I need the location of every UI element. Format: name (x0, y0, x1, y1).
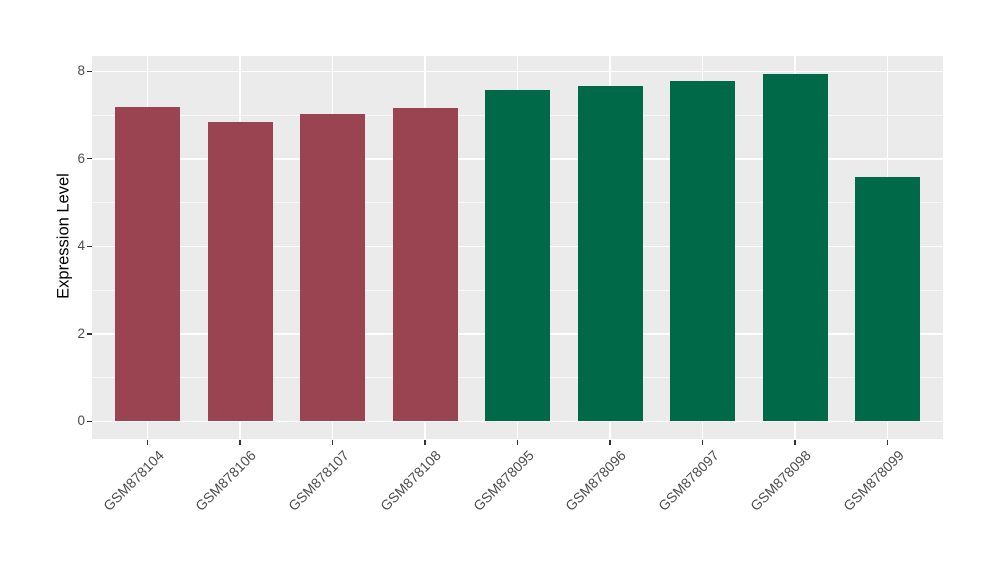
x-tick-mark (701, 440, 704, 445)
x-tick-label: GSM878099 (839, 447, 907, 514)
plot-panel (92, 56, 943, 439)
x-tick-mark (331, 440, 334, 445)
x-tick-mark (424, 440, 426, 445)
bar-GSM878095 (485, 90, 550, 422)
y-tick-label: 6 (77, 150, 85, 166)
bar-GSM878108 (392, 108, 458, 422)
bar-GSM878097 (670, 81, 735, 422)
x-tick-label: GSM878097 (654, 447, 722, 514)
x-tick-mark (609, 440, 611, 445)
bar-GSM878098 (762, 73, 828, 422)
bar-GSM878106 (207, 121, 273, 422)
bar-GSM878107 (300, 114, 365, 422)
x-tick-label: GSM878107 (284, 447, 352, 514)
x-tick-mark (516, 440, 519, 445)
x-tick-label: GSM878106 (192, 447, 260, 514)
bar-GSM878096 (577, 85, 643, 422)
y-tick-label: 4 (77, 238, 85, 254)
bar-GSM878099 (855, 176, 920, 422)
y-axis-title: Expression Level (54, 172, 73, 299)
x-tick-mark (886, 440, 889, 445)
x-tick-mark (794, 440, 796, 445)
y-tick-label: 2 (77, 325, 85, 341)
x-tick-label: GSM878098 (747, 447, 815, 514)
y-tick-label: 8 (77, 63, 85, 79)
y-tick-mark (86, 333, 92, 335)
x-tick-mark (239, 440, 241, 445)
x-tick-mark (146, 440, 149, 445)
y-tick-label: 0 (77, 413, 85, 429)
y-tick-mark (86, 245, 92, 247)
x-tick-label: GSM878108 (377, 447, 445, 514)
x-tick-label: GSM878104 (99, 447, 167, 514)
y-tick-mark (86, 420, 92, 423)
x-tick-label: GSM878096 (562, 447, 630, 514)
x-tick-label: GSM878095 (469, 447, 537, 514)
y-tick-mark (86, 70, 92, 72)
bar-GSM878104 (115, 106, 180, 422)
y-tick-mark (86, 158, 92, 160)
